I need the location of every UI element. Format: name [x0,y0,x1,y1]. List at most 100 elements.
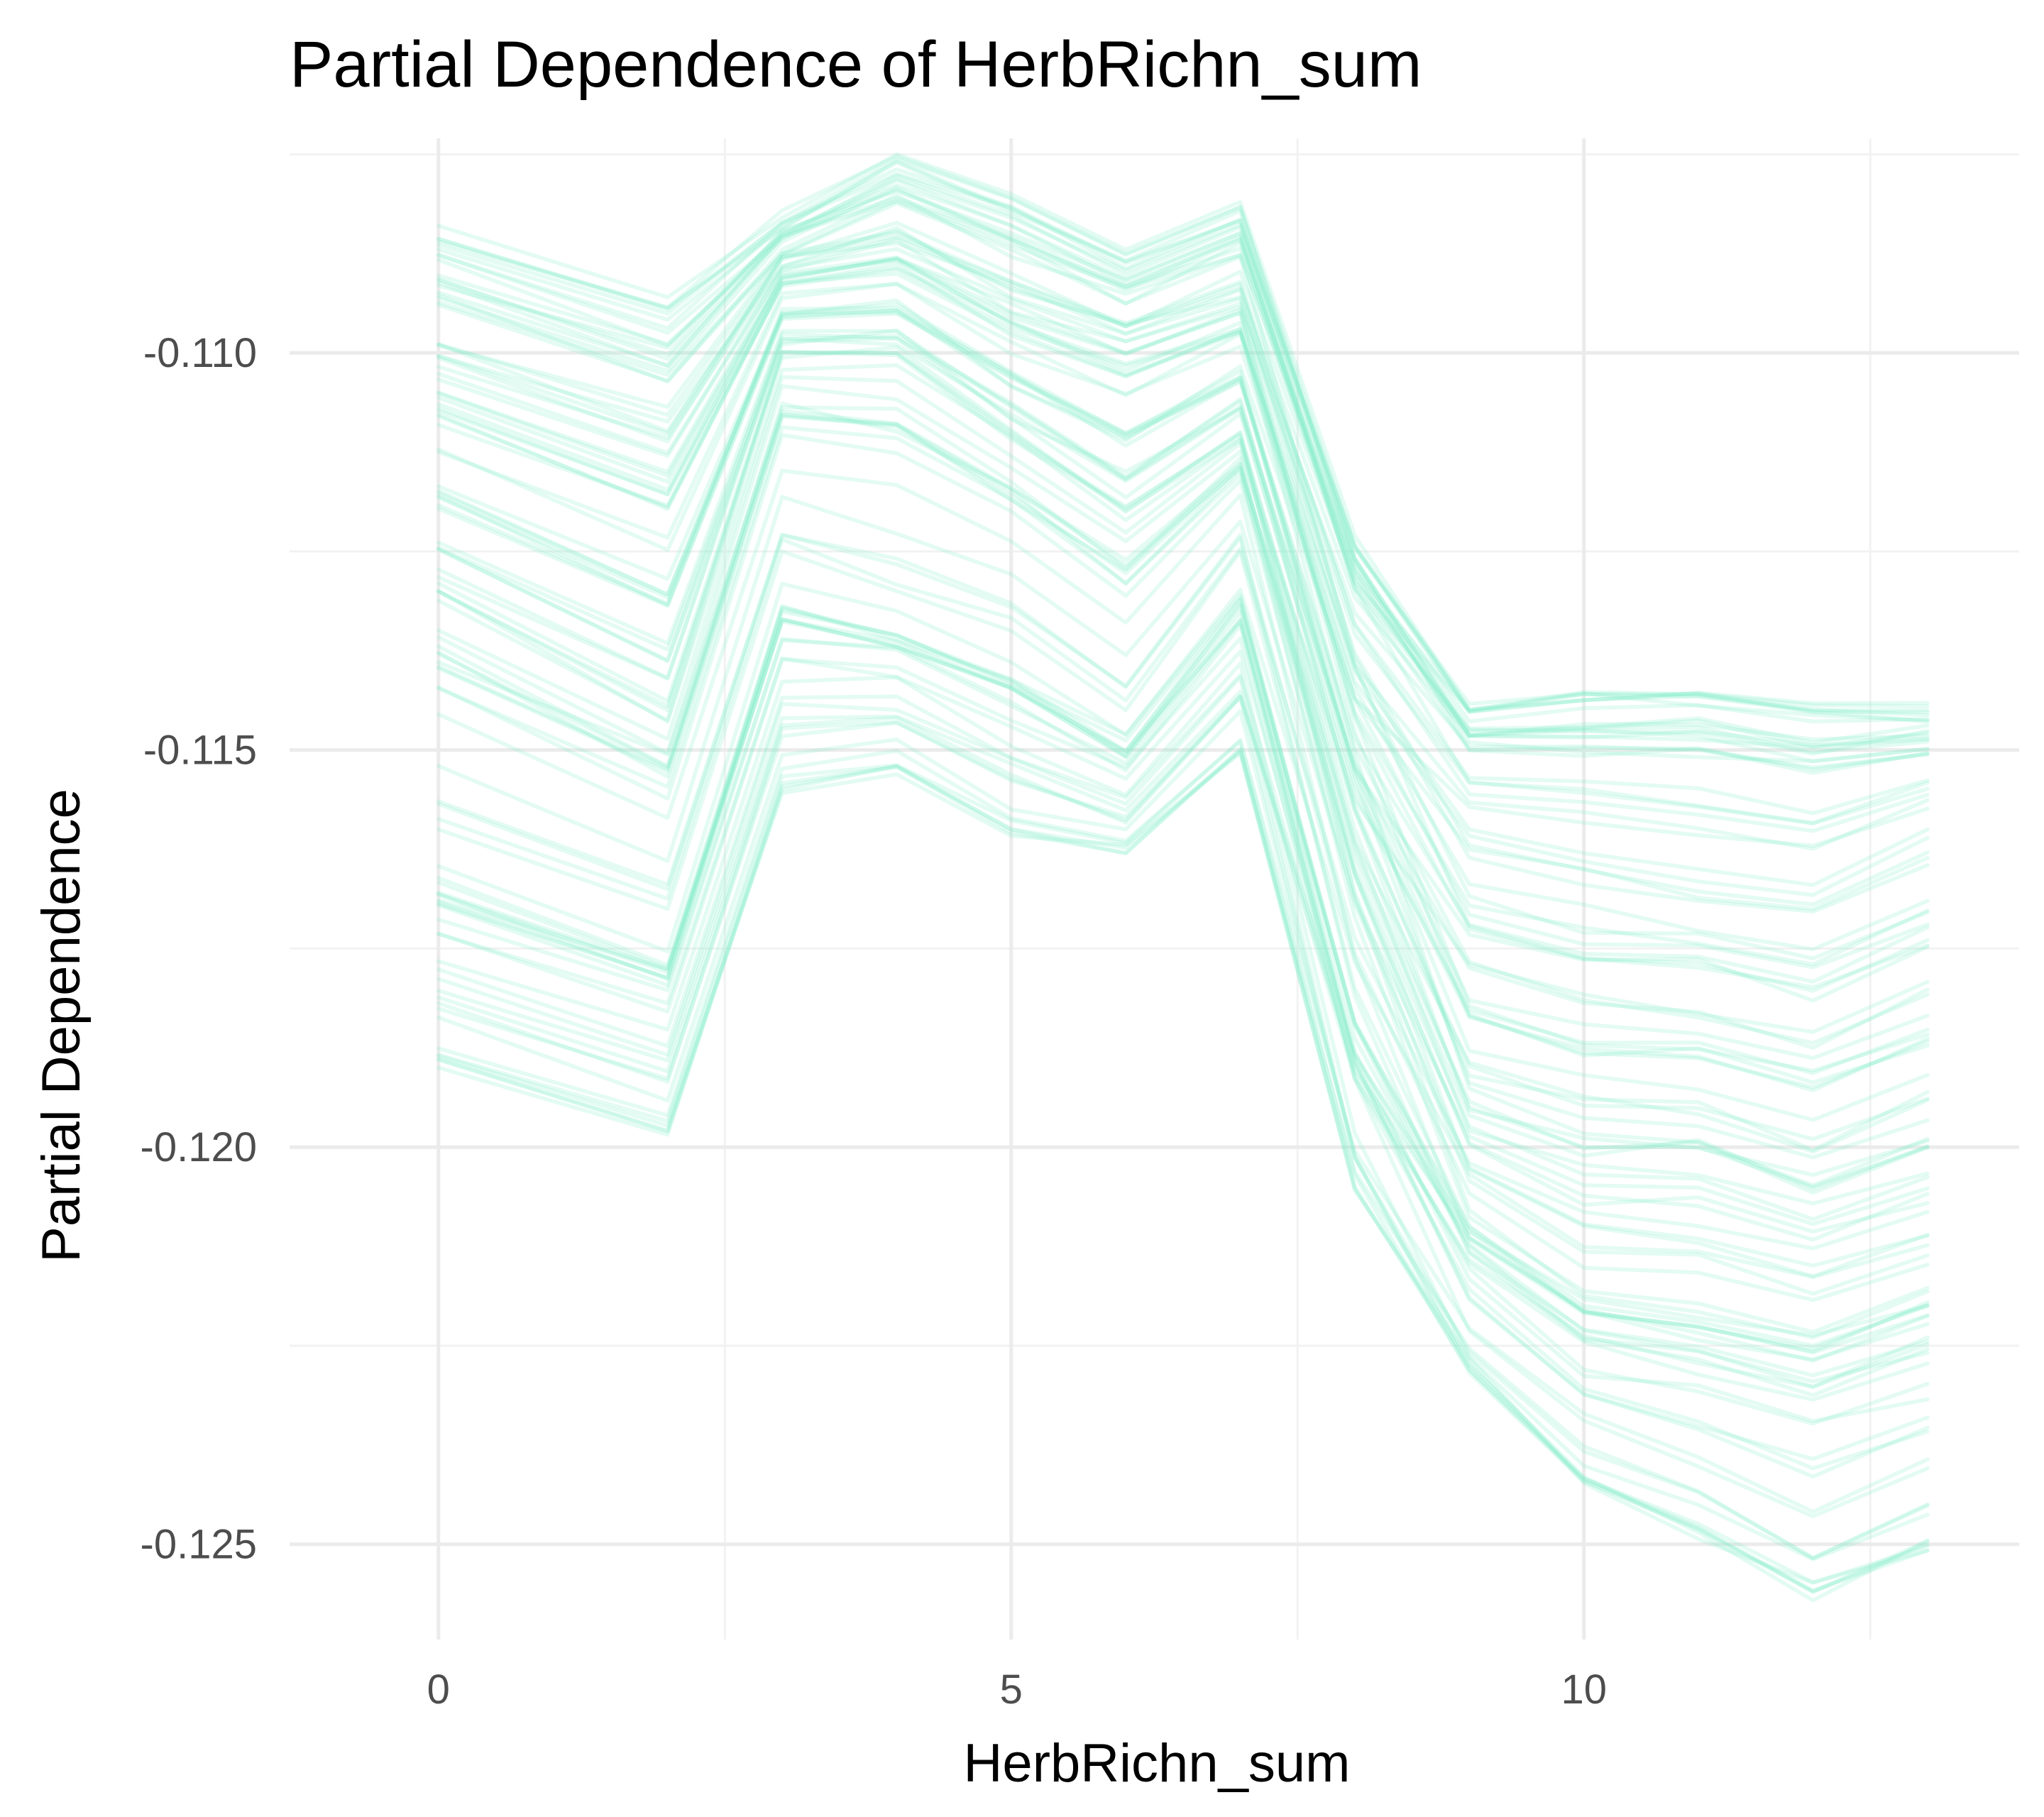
ice-line-24 [436,177,1930,764]
ice-line-88 [436,306,1930,1085]
ice-line-43 [436,302,1930,1122]
ice-line-71 [436,532,1930,1398]
ice-line-32 [436,751,1930,1585]
ice-line-94 [436,282,1930,911]
ice-line-76 [436,199,1930,754]
y-tick-labels: -0.125 -0.120 -0.115 -0.110 [141,330,257,1568]
ice-line-10 [436,636,1930,1471]
ice-line-2 [436,351,1930,1189]
ice-line-8 [436,689,1930,1389]
ice-line-7 [436,336,1930,1153]
ice-line-74 [436,331,1930,1178]
ice-line-92 [436,617,1930,1423]
ice-line-27 [436,433,1930,1268]
ice-line-0 [436,152,1930,713]
ice-line-41 [436,425,1930,1242]
y-tick-label-2: -0.115 [143,728,257,774]
ice-line-72 [436,230,1930,914]
ice-line-5 [436,415,1930,1191]
ice-line-22 [436,739,1930,1594]
x-tick-label-0: 0 [427,1667,450,1713]
ice-line-26 [436,593,1930,1384]
ice-lines [436,152,1930,1603]
ice-line-86 [436,747,1930,1585]
ice-line-83 [436,256,1930,1089]
x-tick-label-1: 5 [1000,1667,1023,1713]
ice-line-55 [436,157,1930,723]
ice-line-62 [436,363,1930,1279]
ice-line-99 [436,187,1930,756]
ice-line-98 [436,196,1930,745]
ice-line-33 [436,271,1930,970]
ice-line-39 [436,623,1930,1426]
ice-line-47 [436,160,1930,750]
ice-line-63 [436,281,1930,967]
ice-line-13 [436,618,1930,1354]
ice-line-56 [436,495,1930,1226]
ice-line-87 [436,649,1930,1389]
ice-line-29 [436,405,1930,1296]
ice-line-52 [436,241,1930,907]
ice-line-68 [436,172,1930,715]
ice-line-3 [436,549,1930,1348]
ice-line-66 [436,159,1930,747]
y-tick-label-0: -0.125 [141,1522,257,1568]
ice-line-97 [436,236,1930,742]
ice-line-93 [436,172,1930,825]
ice-line-96 [436,384,1930,1034]
ice-line-16 [436,694,1930,1593]
ice-line-80 [436,617,1930,1461]
ice-line-65 [436,401,1930,1334]
ice-line-40 [436,336,1930,1075]
ice-line-20 [436,412,1930,1154]
major-gridlines [290,138,2019,1640]
ice-line-54 [436,265,1930,989]
ice-line-69 [436,603,1930,1351]
ice-line-90 [436,176,1930,724]
ice-line-59 [436,345,1930,1141]
ice-line-12 [436,537,1930,1251]
ice-line-46 [436,312,1930,984]
ice-line-45 [436,605,1930,1519]
ice-line-82 [436,258,1930,851]
ice-line-64 [436,329,1930,1050]
ice-line-48 [436,695,1930,1362]
ice-line-1 [436,256,1930,887]
ice-line-21 [436,183,1930,724]
x-tick-labels: 0 5 10 [427,1667,1607,1713]
ice-line-34 [436,350,1930,1340]
x-tick-label-2: 10 [1561,1667,1607,1713]
ice-line-31 [436,597,1930,1378]
ice-line-84 [436,662,1930,1561]
ice-line-81 [436,673,1930,1402]
ice-line-70 [436,409,1930,1222]
ice-line-38 [436,226,1930,816]
y-axis-title: Partial Dependence [31,789,92,1263]
ice-line-50 [436,193,1930,713]
ice-line-11 [436,189,1930,772]
ice-line-30 [436,412,1930,1234]
ice-line-18 [436,256,1930,952]
ice-line-67 [436,602,1930,1363]
ice-line-23 [436,738,1930,1514]
chart-title: Partial Dependence of HerbRichn_sum [290,28,1422,101]
ice-line-91 [436,201,1930,993]
ice-line-51 [436,375,1930,1195]
ice-line-6 [436,468,1930,1355]
ice-line-42 [436,198,1930,750]
ice-line-4 [436,747,1930,1594]
ice-line-17 [436,234,1930,833]
ice-line-89 [436,258,1930,1073]
ice-line-95 [436,334,1930,1092]
ice-line-14 [436,328,1930,1003]
ice-line-53 [436,595,1930,1479]
ice-line-49 [436,185,1930,764]
y-tick-label-1: -0.120 [141,1124,257,1170]
ice-line-75 [436,694,1930,1338]
ice-line-77 [436,298,1930,848]
ice-line-58 [436,308,1930,1060]
ice-line-73 [436,581,1930,1279]
ice-line-79 [436,261,1930,1187]
